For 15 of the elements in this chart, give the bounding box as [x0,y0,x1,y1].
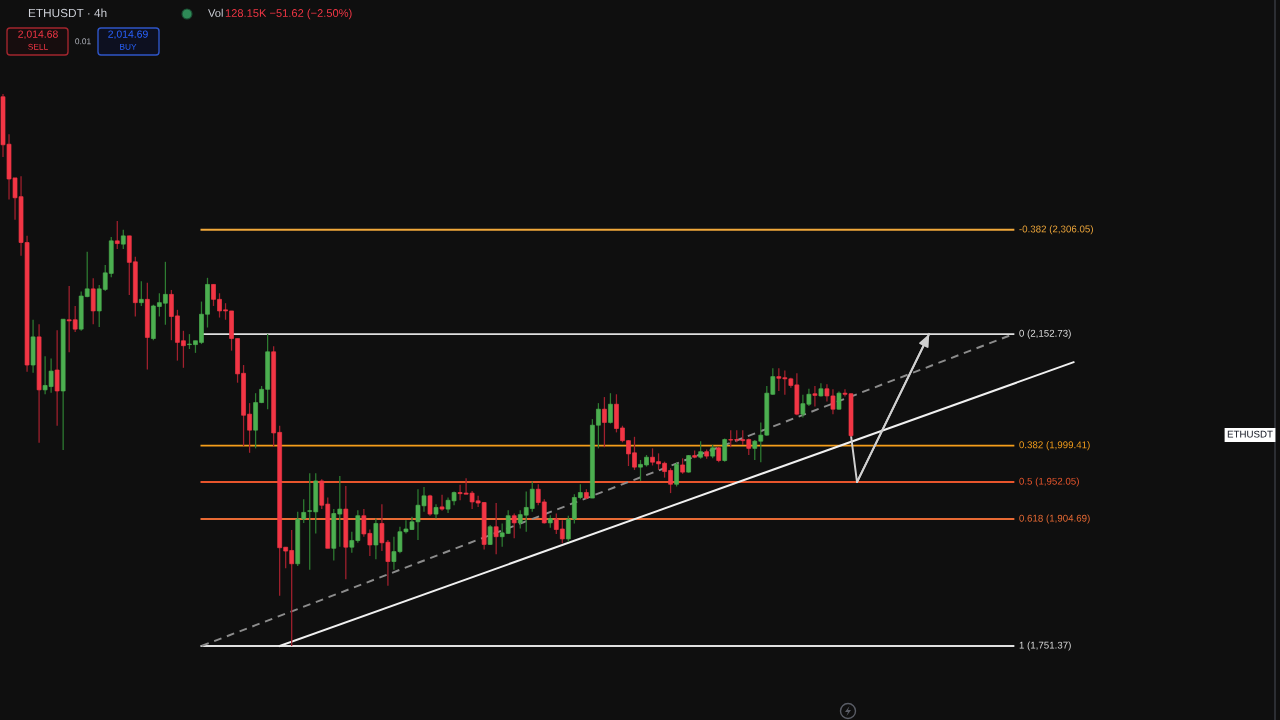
text: SELL [28,43,48,50]
text: 2,014.69 [108,30,148,40]
series-label: 1 (1,751.37) [1019,641,1071,651]
annotation: ETHUSDT [1227,430,1273,438]
chart-title: ETHUSDT · 4h [28,8,107,18]
series-label: 0.618 (1,904.69) [1019,514,1090,524]
text: BUY [120,43,137,50]
text: 128.15K −51.62 (−2.50%) [225,8,352,20]
series-label: -0.382 (2,306.05) [1019,225,1093,235]
series-label: 0.5 (1,952.05) [1019,477,1079,487]
series-label: 0.382 (1,999.41) [1019,441,1090,451]
text: 0.01 [75,38,91,45]
text: 2,014.68 [18,30,58,40]
series-label: 0 (2,152.73) [1019,329,1071,339]
text: Vol [208,8,223,17]
